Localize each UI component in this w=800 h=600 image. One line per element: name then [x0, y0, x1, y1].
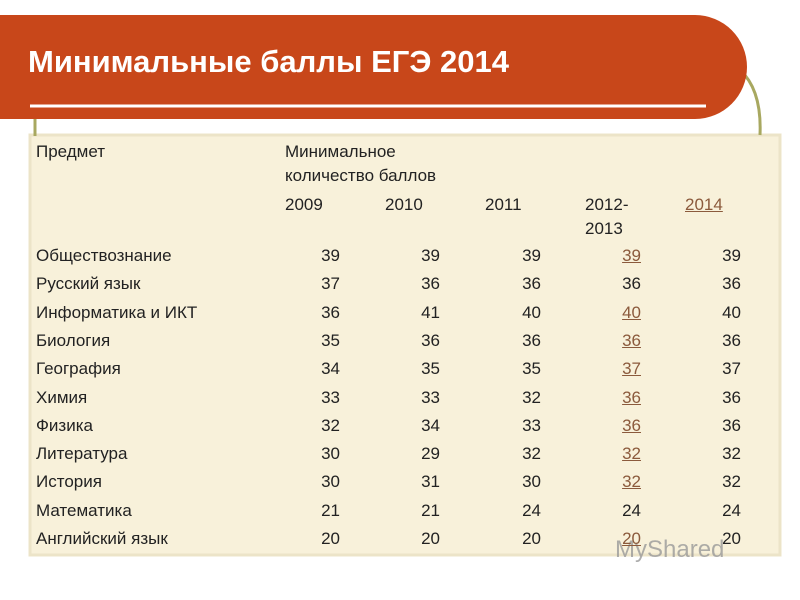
year-header: 2011	[485, 195, 522, 214]
subject: Биология	[36, 330, 111, 350]
score[interactable]: 39	[622, 246, 641, 265]
score: 36	[522, 274, 541, 294]
score[interactable]: 20	[622, 529, 641, 548]
score[interactable]: 36	[622, 387, 641, 407]
score: 36	[421, 274, 440, 294]
score: 40	[522, 302, 541, 322]
watermark: MyShared	[615, 536, 725, 563]
score: 39	[421, 246, 440, 265]
score: 20	[321, 529, 340, 548]
year-header[interactable]: 2014	[685, 195, 723, 214]
subject-header: Предмет	[36, 142, 106, 161]
score: 36	[722, 415, 741, 435]
score: 33	[421, 387, 440, 407]
subject: История	[36, 472, 102, 492]
subject: Информатика и ИКТ	[36, 302, 198, 322]
score: 36	[321, 302, 340, 322]
score: 31	[421, 472, 440, 492]
score: 40	[722, 302, 741, 322]
score: 36	[722, 387, 741, 407]
score[interactable]: 32	[622, 472, 641, 492]
score: 24	[722, 500, 741, 520]
subject: Литература	[36, 444, 128, 464]
subject: Математика	[36, 500, 132, 520]
subject: География	[36, 359, 121, 379]
subject: Обществознание	[36, 246, 172, 265]
score: 32	[722, 444, 741, 464]
score: 24	[522, 500, 541, 520]
score: 36	[722, 330, 741, 350]
score: 36	[421, 330, 440, 350]
score: 32	[522, 387, 541, 407]
score: 32	[321, 415, 340, 435]
score: 39	[522, 246, 541, 265]
score-header: количество баллов	[285, 166, 437, 185]
subject: Химия	[36, 387, 88, 407]
score: 21	[321, 500, 340, 520]
score: 20	[421, 529, 440, 548]
score: 29	[421, 444, 440, 464]
score: 33	[321, 387, 340, 407]
score[interactable]: 36	[622, 415, 641, 435]
score: 32	[722, 472, 741, 492]
title: Минимальные баллы ЕГЭ 2014	[28, 44, 509, 79]
score[interactable]: 36	[622, 330, 641, 350]
score: 34	[321, 359, 340, 379]
score: 35	[421, 359, 440, 379]
score: 39	[722, 246, 741, 265]
score[interactable]: 37	[622, 359, 641, 379]
score: 36	[622, 274, 641, 294]
score: 24	[622, 500, 641, 520]
score: 41	[421, 302, 440, 322]
score: 30	[321, 472, 340, 492]
score: 21	[421, 500, 440, 520]
score: 30	[321, 444, 340, 464]
score: 30	[522, 472, 541, 492]
subject: Английский язык	[36, 529, 168, 548]
score: 35	[321, 330, 340, 350]
score: 34	[421, 415, 440, 435]
banner	[0, 15, 747, 119]
subject: Физика	[36, 415, 93, 435]
table-bg	[28, 133, 782, 557]
score: 37	[321, 274, 340, 294]
year-header: 2012- 2013	[585, 195, 629, 238]
score: 33	[522, 415, 541, 435]
score: 20	[722, 529, 741, 548]
subject: Русский язык	[36, 274, 141, 294]
score: 20	[522, 529, 541, 548]
score: 32	[522, 444, 541, 464]
year-header: 2010	[385, 195, 423, 214]
score: 35	[522, 359, 541, 379]
score: 36	[722, 274, 741, 294]
score: 37	[722, 359, 741, 379]
year-header: 2009	[285, 195, 323, 214]
score[interactable]: 32	[622, 444, 641, 464]
score-header: Минимальное	[285, 142, 396, 161]
score: 39	[321, 246, 340, 265]
score: 36	[522, 330, 541, 350]
score[interactable]: 40	[622, 302, 641, 322]
